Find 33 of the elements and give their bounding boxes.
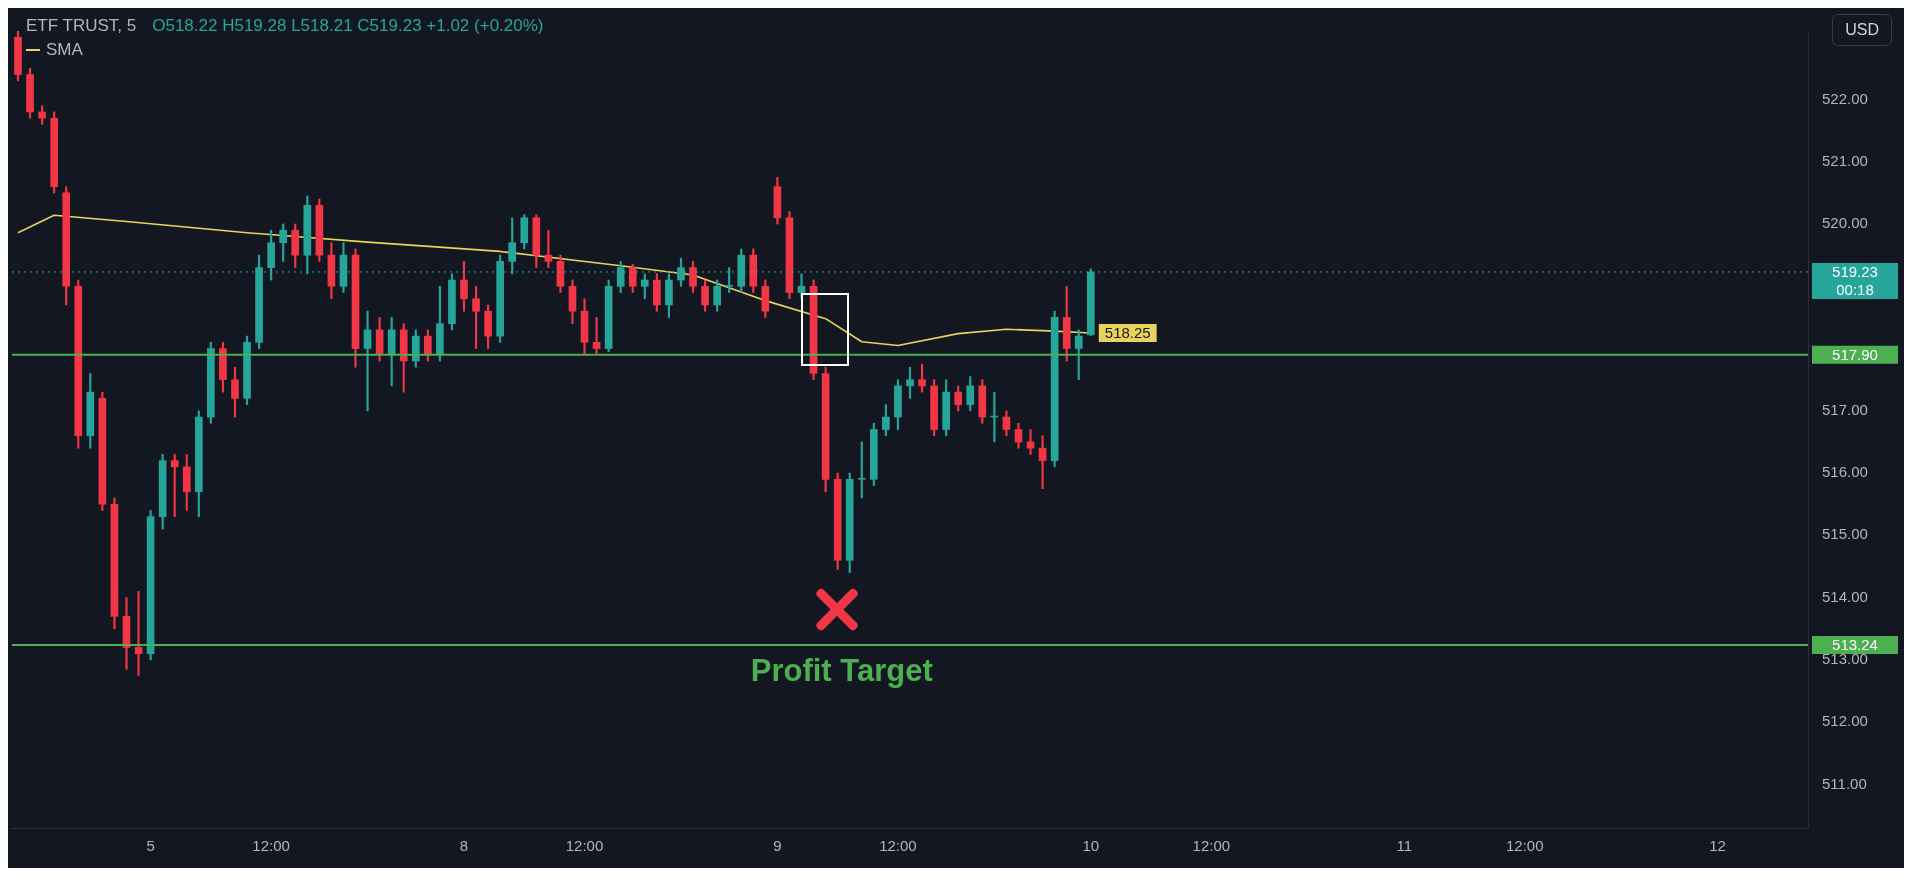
candlestick [1038,435,1047,489]
y-tick-label: 511.00 [1822,774,1867,792]
y-tick-label: 522.00 [1822,89,1868,107]
candlestick [363,310,372,412]
y-tick-label: 512.00 [1822,712,1868,730]
y-tick-label: 516.00 [1822,463,1868,481]
x-tick-label: 11 [1396,837,1412,855]
y-tick-label: 517.00 [1822,400,1868,418]
candlestick [1026,429,1035,455]
x-tick-label: 12 [1709,837,1726,855]
y-tick-label: 515.00 [1822,525,1868,543]
y-tick-label: 520.00 [1822,214,1868,232]
ref-line-label: 519.23 [1832,263,1878,281]
annotation: O518.22 H519.28 L518.21 C519.23 +1.02 (+0.20%) [152,16,544,35]
x-tick-label: 9 [773,837,782,855]
legend-label: SMA [45,40,83,60]
text: 00:18 [1836,281,1874,299]
x-tick-label: 12:00 [879,837,917,855]
x-tick-label: 10 [1082,837,1100,855]
candlestick [134,591,143,676]
x-tick-label: 12:00 [252,837,290,855]
chart-title: ETF TRUST, 5 [26,16,137,35]
y-tick-label: 521.00 [1822,151,1868,169]
x-tick-label: 12:00 [1192,837,1231,855]
y-tick-label: 514.00 [1822,587,1868,605]
ref-line-label: 517.90 [1832,345,1878,363]
data-label: 518.25 [1104,324,1151,342]
x-tick-label: 12:00 [565,837,604,855]
x-tick-label: 5 [146,837,155,855]
text: USD [1832,14,1892,46]
x-tick-label: 8 [459,837,469,855]
x-tick-label: 12:00 [1505,837,1544,855]
annotation: Profit Target [750,653,933,689]
